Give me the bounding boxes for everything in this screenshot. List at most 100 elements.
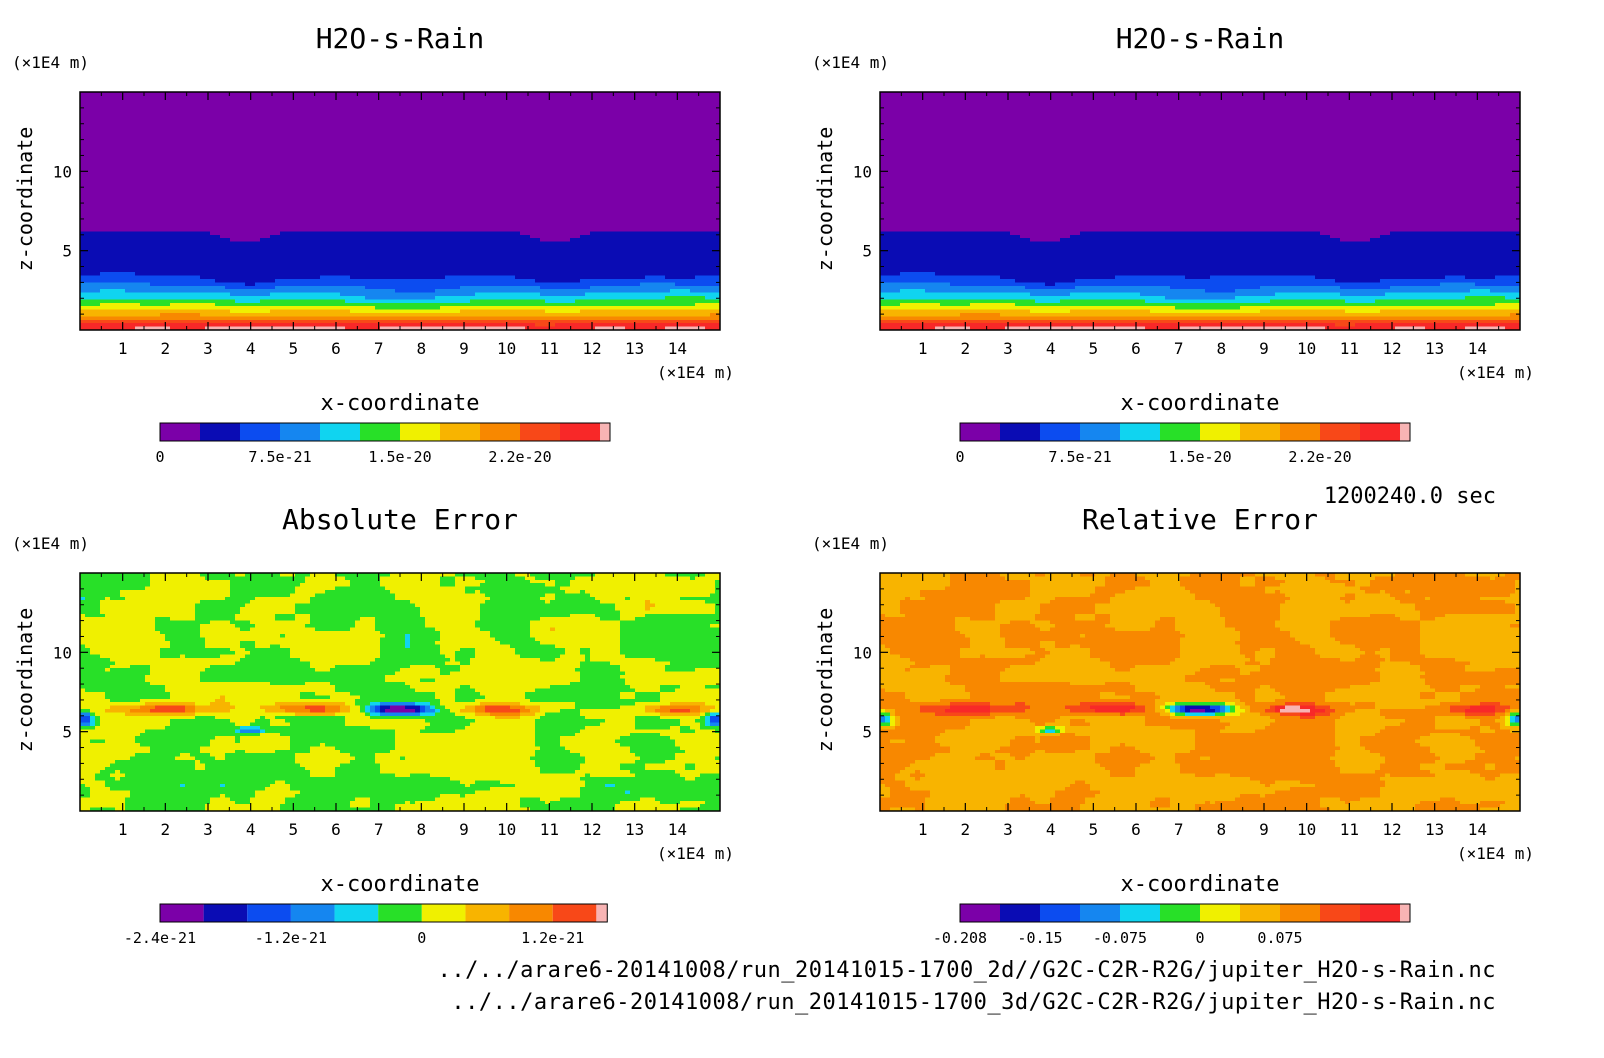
heatmap-cell [680, 167, 685, 171]
heatmap-cell [545, 133, 550, 137]
heatmap-cell [290, 99, 295, 103]
heatmap-cell [455, 163, 460, 167]
heatmap-cell [335, 123, 340, 127]
heatmap-cell [680, 129, 685, 133]
heatmap-cell [270, 112, 275, 116]
heatmap-cell [80, 157, 85, 161]
heatmap-cell [295, 129, 300, 133]
heatmap-cell [350, 112, 355, 116]
heatmap-cell [175, 170, 180, 174]
heatmap-cell [475, 116, 480, 120]
heatmap-cell [240, 99, 245, 103]
heatmap-cell [710, 180, 715, 184]
heatmap-cell [200, 112, 205, 116]
heatmap-cell [260, 163, 265, 167]
heatmap-cell [230, 99, 235, 103]
heatmap-cell [670, 123, 675, 127]
heatmap-cell [180, 99, 185, 103]
heatmap-cell [465, 119, 470, 123]
heatmap-cell [345, 163, 350, 167]
heatmap-cell [440, 119, 445, 123]
heatmap-cell [155, 157, 160, 161]
heatmap-cell [295, 123, 300, 127]
heatmap-cell [305, 163, 310, 167]
heatmap-cell [615, 180, 620, 184]
heatmap-cell [280, 106, 285, 110]
heatmap-cell [110, 167, 115, 171]
heatmap-cell [455, 119, 460, 123]
heatmap-cell [565, 112, 570, 116]
heatmap-cell [635, 116, 640, 120]
heatmap-cell [685, 116, 690, 120]
heatmap-cell [460, 123, 465, 127]
heatmap-cell [645, 102, 650, 106]
heatmap-cell [450, 180, 455, 184]
heatmap-cell [195, 102, 200, 106]
heatmap-cell [540, 167, 545, 171]
heatmap-cell [480, 163, 485, 167]
heatmap-cell [705, 133, 710, 137]
heatmap-cell [475, 140, 480, 144]
heatmap-cell [530, 126, 535, 130]
heatmap-cell [340, 136, 345, 140]
heatmap-cell [90, 167, 95, 171]
heatmap-cell [205, 136, 210, 140]
heatmap-cell [445, 116, 450, 120]
heatmap-cell [130, 112, 135, 116]
heatmap-cell [500, 177, 505, 181]
heatmap-cell [130, 129, 135, 133]
heatmap-cell [330, 153, 335, 157]
heatmap-cell [140, 153, 145, 157]
heatmap-cell [625, 140, 630, 144]
heatmap-cell [340, 119, 345, 123]
heatmap-cell [695, 106, 700, 110]
heatmap-cell [250, 140, 255, 144]
heatmap-cell [550, 136, 555, 140]
heatmap-cell [335, 177, 340, 181]
heatmap-cell [230, 180, 235, 184]
heatmap-cell [645, 119, 650, 123]
heatmap-cell [605, 153, 610, 157]
heatmap-cell [240, 170, 245, 174]
heatmap-cell [530, 140, 535, 144]
heatmap-cell [665, 99, 670, 103]
heatmap-cell [220, 180, 225, 184]
heatmap-cell [655, 140, 660, 144]
heatmap-cell [410, 123, 415, 127]
heatmap-cell [605, 123, 610, 127]
heatmap-cell [90, 174, 95, 178]
heatmap-cell [355, 99, 360, 103]
heatmap-cell [455, 106, 460, 110]
heatmap-cell [640, 95, 645, 99]
heatmap-cell [230, 174, 235, 178]
heatmap-cell [185, 109, 190, 113]
heatmap-cell [575, 157, 580, 161]
heatmap-cell [185, 99, 190, 103]
heatmap-cell [510, 143, 515, 147]
heatmap-cell [85, 177, 90, 181]
heatmap-cell [460, 136, 465, 140]
heatmap-cell [330, 143, 335, 147]
heatmap-cell [425, 95, 430, 99]
heatmap-cell [170, 177, 175, 181]
heatmap-cell [130, 140, 135, 144]
heatmap-cell [680, 99, 685, 103]
heatmap-cell [150, 95, 155, 99]
heatmap-cell [290, 157, 295, 161]
heatmap-cell [380, 174, 385, 178]
heatmap-cell [605, 136, 610, 140]
heatmap-cell [100, 136, 105, 140]
heatmap-cell [640, 126, 645, 130]
heatmap-cell [135, 143, 140, 147]
heatmap-cell [365, 133, 370, 137]
heatmap-cell [485, 170, 490, 174]
heatmap-cell [360, 160, 365, 164]
heatmap-cell [685, 150, 690, 154]
heatmap-cell [110, 143, 115, 147]
heatmap-cell [120, 133, 125, 137]
heatmap-cell [115, 157, 120, 161]
heatmap-cell [650, 170, 655, 174]
heatmap-cell [120, 143, 125, 147]
heatmap-cell [570, 174, 575, 178]
heatmap-cell [600, 116, 605, 120]
